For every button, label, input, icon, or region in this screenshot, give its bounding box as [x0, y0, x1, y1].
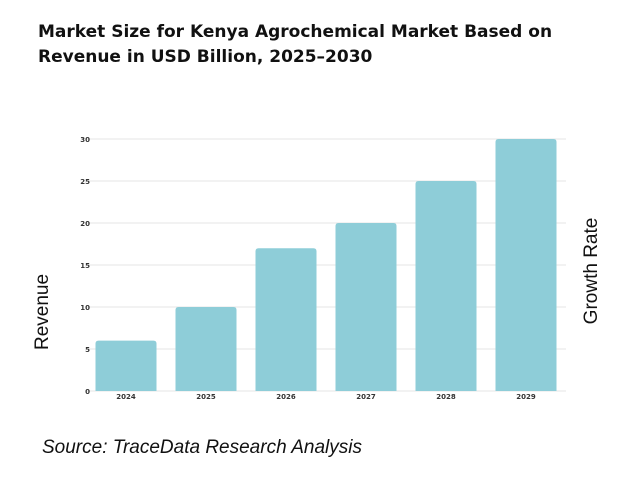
y-axis-ticks: 0 5 10 15 20 25 30 [80, 136, 90, 396]
y-axis-label: Revenue [32, 274, 53, 350]
bar-2025 [175, 307, 237, 391]
bar-2026 [255, 248, 317, 391]
x-tick-label: 2026 [276, 393, 296, 401]
x-tick-label: 2027 [356, 393, 376, 401]
chart-title: Market Size for Kenya Agrochemical Marke… [38, 22, 553, 67]
y-tick-label: 30 [80, 136, 90, 144]
x-tick-label: 2024 [116, 393, 136, 401]
x-axis-ticks: 2024 2025 2026 2027 2028 2029 [116, 393, 536, 401]
x-tick-label: 2029 [516, 393, 536, 401]
x-tick-label: 2028 [436, 393, 456, 401]
y-tick-label: 10 [80, 304, 90, 312]
y-tick-label: 25 [80, 178, 90, 186]
y-tick-label: 0 [85, 388, 90, 396]
bar-2024 [95, 340, 157, 391]
bar-2029 [495, 139, 557, 391]
grid-lines [86, 138, 566, 392]
bar-2027 [335, 223, 397, 391]
y-tick-label: 5 [85, 346, 90, 354]
bars [95, 139, 557, 391]
secondary-y-axis-label: Growth Rate [581, 218, 602, 325]
bar-2028 [415, 181, 477, 391]
y-tick-label: 15 [80, 262, 90, 270]
x-tick-label: 2025 [196, 393, 216, 401]
y-tick-label: 20 [80, 220, 90, 228]
source-note: Source: TraceData Research Analysis [42, 437, 362, 458]
